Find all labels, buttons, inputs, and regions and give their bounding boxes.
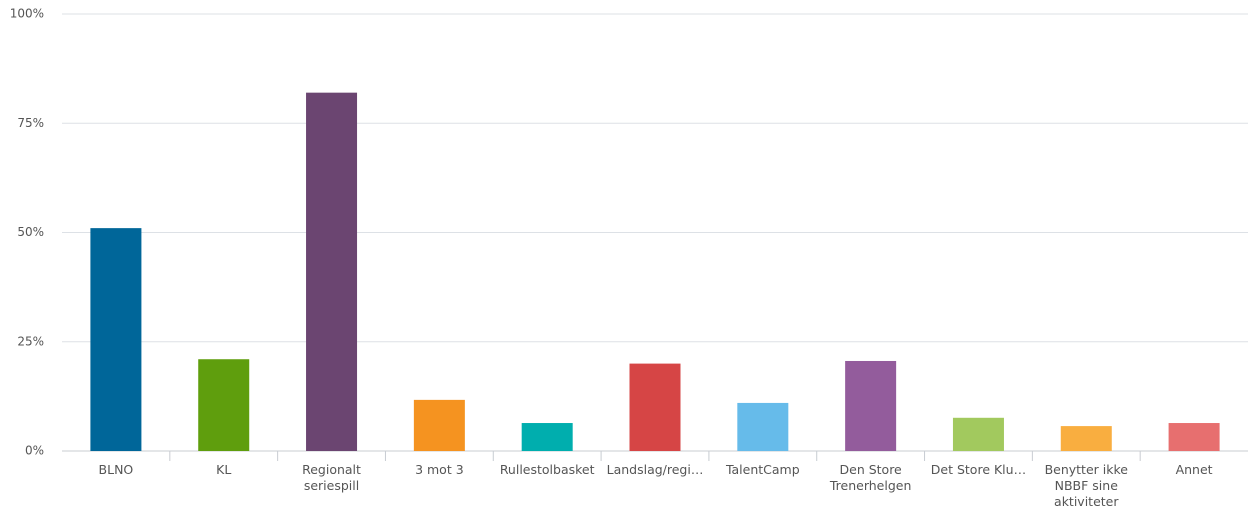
bar [198, 359, 250, 451]
bar [845, 360, 897, 451]
x-tick-label: Det Store Klu… [930, 462, 1027, 477]
x-tick-label: Regionalt seriespill [302, 462, 361, 493]
x-tick-label: Den Store Trenerhelgen [829, 462, 912, 493]
x-tick-label: KL [216, 462, 232, 477]
bar [413, 399, 465, 451]
y-tick-label: 50% [17, 225, 44, 239]
x-tick-label: 3 mot 3 [415, 462, 464, 477]
y-tick-label: 100% [10, 7, 44, 21]
y-tick-label: 75% [17, 116, 44, 130]
bar [737, 402, 789, 451]
x-tick-label: BLNO [98, 462, 134, 477]
bar [1168, 423, 1220, 451]
bar [1060, 426, 1112, 451]
y-tick-label: 0% [25, 444, 44, 458]
x-tick-label: Landslag/regi… [606, 462, 704, 477]
bar [629, 363, 681, 451]
bar [521, 423, 573, 451]
x-tick-label: TalentCamp [725, 462, 800, 477]
bar [952, 417, 1004, 451]
x-tick-label: Annet [1175, 462, 1213, 477]
bar [306, 92, 358, 451]
y-tick-label: 25% [17, 334, 44, 348]
x-tick-label: Rullestolbasket [499, 462, 595, 477]
x-tick-label: Benytter ikke NBBF sine aktiviteter [1044, 462, 1128, 509]
bar [90, 228, 142, 451]
